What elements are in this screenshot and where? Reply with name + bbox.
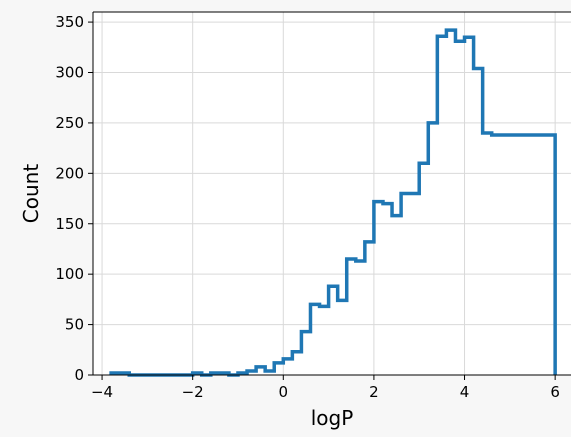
x-tick-label: −2 xyxy=(182,383,204,401)
y-tick-label: 200 xyxy=(55,164,84,182)
y-tick-label: 300 xyxy=(55,64,84,82)
y-tick-label: 250 xyxy=(55,114,84,132)
y-tick-label: 150 xyxy=(55,215,84,233)
x-tick-label: 6 xyxy=(550,383,560,401)
y-tick-label: 350 xyxy=(55,13,84,31)
tick-labels: −4 −2 0 2 4 6 0 50 100 150 200 250 300 350 xyxy=(55,13,560,401)
y-tick-label: 100 xyxy=(55,265,84,283)
axes xyxy=(88,11,571,380)
x-tick-label: 2 xyxy=(369,383,379,401)
x-tick-label: 0 xyxy=(279,383,289,401)
x-axis-label: logP xyxy=(311,406,354,430)
x-tick-label: −4 xyxy=(91,383,113,401)
y-tick-label: 0 xyxy=(74,366,84,384)
y-tick-label: 50 xyxy=(65,316,84,334)
y-axis-label: Count xyxy=(19,164,43,224)
x-tick-label: 4 xyxy=(460,383,470,401)
plot-background xyxy=(93,12,571,375)
